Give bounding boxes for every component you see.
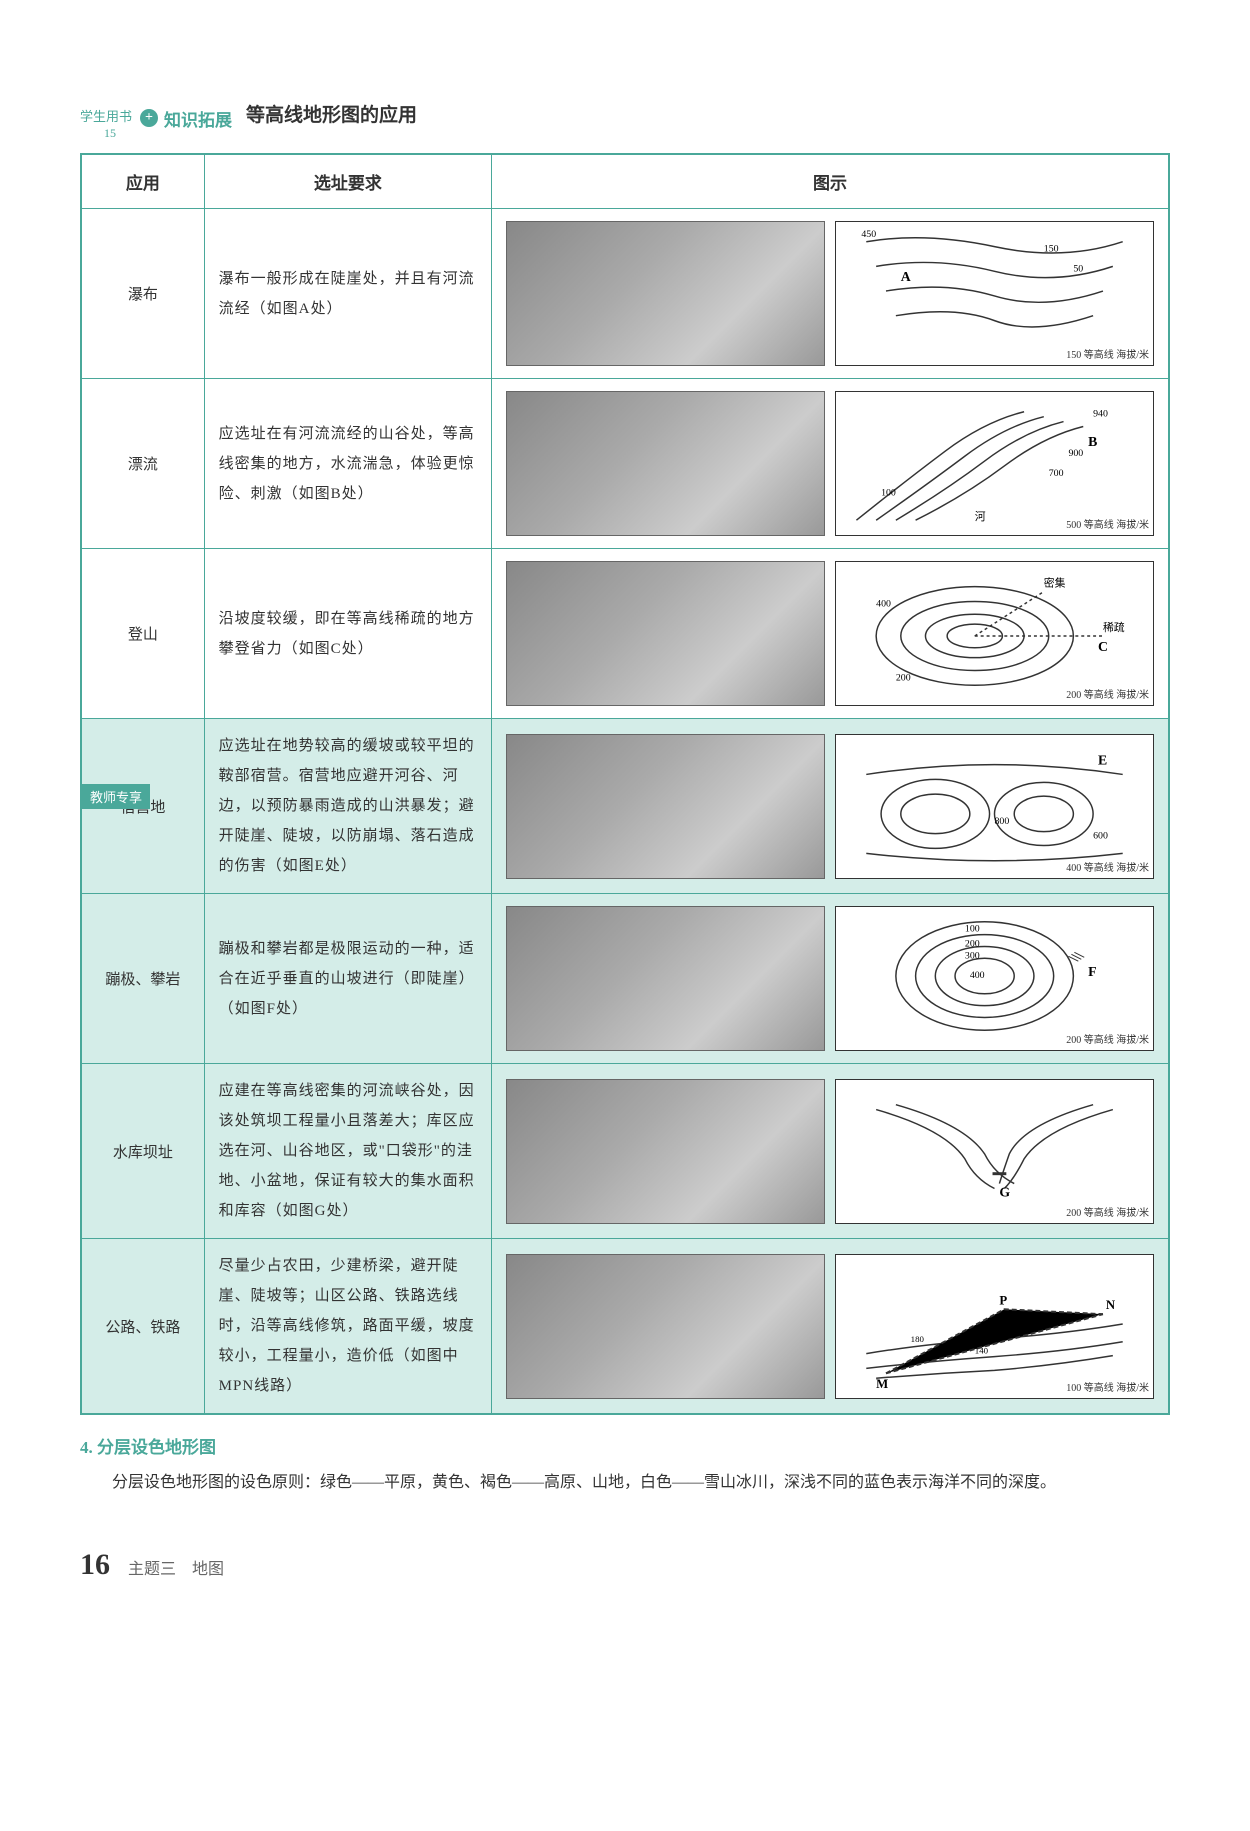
contour-diagram-mpn: M P N 180 140 100 等高线 海拔/米 [835,1254,1154,1399]
page-footer: 16 主题三 地图 [80,1548,1170,1582]
page-header: 学生用书 15 + 知识拓展 等高线地形图的应用 [80,100,1170,141]
application-cell: 教师专享 宿营地 [81,719,204,894]
contour-diagram-b: B 940 900 700 100 河 500 等高线 海拔/米 [835,391,1154,536]
svg-text:600: 600 [1093,830,1108,841]
col-header-application: 应用 [81,154,204,209]
table-row: 漂流 应选址在有河流流经的山谷处，等高线密集的地方，水流湍急，体验更惊险、刺激（… [81,379,1169,549]
photo-waterfall [506,221,825,366]
contour-note: 100 等高线 海拔/米 [1066,1379,1149,1394]
svg-text:B: B [1088,434,1097,449]
svg-text:50: 50 [1073,263,1083,274]
application-cell: 蹦极、攀岩 [81,894,204,1064]
diagram-cell: G 200 等高线 海拔/米 [492,1064,1169,1239]
diagram-cell: 密集 稀疏 C 400 200 200 等高线 海拔/米 [492,549,1169,719]
svg-text:450: 450 [861,229,876,240]
student-book-tag: 学生用书 15 [80,106,140,141]
svg-text:150: 150 [1044,244,1059,255]
contour-diagram-f: F 100 200 300 400 200 等高线 海拔/米 [835,906,1154,1051]
svg-text:940: 940 [1093,409,1108,420]
requirement-cell: 瀑布一般形成在陡崖处，并且有河流流经（如图A处） [204,209,491,379]
contour-note: 200 等高线 海拔/米 [1066,686,1149,701]
svg-text:200: 200 [896,672,911,683]
contour-diagram-g: G 200 等高线 海拔/米 [835,1079,1154,1224]
svg-text:密集: 密集 [1044,576,1066,590]
col-header-requirement: 选址要求 [204,154,491,209]
table-row-teacher: 蹦极、攀岩 蹦极和攀岩都是极限运动的一种，适合在近乎垂直的山坡进行（即陡崖）（如… [81,894,1169,1064]
section-label: 知识拓展 [164,106,232,131]
student-book-number: 15 [80,126,140,141]
table-row-teacher: 公路、铁路 尽量少占农田，少建桥梁，避开陡崖、陡坡等；山区公路、铁路选线时，沿等… [81,1239,1169,1415]
svg-text:180: 180 [911,1333,925,1343]
requirement-cell: 应建在等高线密集的河流峡谷处，因该处筑坝工程量小且落差大；库区应选在河、山谷地区… [204,1064,491,1239]
teacher-badge: 教师专享 [82,784,150,809]
photo-climbing [506,906,825,1051]
page-number: 16 [80,1548,110,1582]
svg-text:F: F [1088,964,1096,979]
requirement-cell: 应选址在地势较高的缓坡或较平坦的鞍部宿营。宿营地应避开河谷、河边，以预防暴雨造成… [204,719,491,894]
application-cell: 水库坝址 [81,1064,204,1239]
table-row: 登山 沿坡度较缓，即在等高线稀疏的地方攀登省力（如图C处） 密集 [81,549,1169,719]
photo-dam [506,1079,825,1224]
svg-text:P: P [999,1293,1007,1307]
diagram-cell: B 940 900 700 100 河 500 等高线 海拔/米 [492,379,1169,549]
contour-diagram-e: E 800 600 400 等高线 海拔/米 [835,734,1154,879]
section-tag: + 知识拓展 [140,106,232,131]
table-header-row: 应用 选址要求 图示 [81,154,1169,209]
requirement-cell: 沿坡度较缓，即在等高线稀疏的地方攀登省力（如图C处） [204,549,491,719]
application-cell: 公路、铁路 [81,1239,204,1415]
contour-application-table: 应用 选址要求 图示 瀑布 瀑布一般形成在陡崖处，并且有河流流经（如图A处） [80,153,1170,1415]
contour-note: 150 等高线 海拔/米 [1066,346,1149,361]
footer-topic: 主题三 地图 [128,1555,224,1579]
plus-icon: + [140,109,158,127]
svg-text:N: N [1106,1298,1116,1312]
svg-text:A: A [901,269,911,284]
svg-text:100: 100 [881,488,896,499]
svg-text:100: 100 [965,924,980,935]
svg-text:200: 200 [965,938,980,949]
svg-text:M: M [876,1377,888,1391]
svg-text:400: 400 [876,598,891,609]
contour-note: 200 等高线 海拔/米 [1066,1204,1149,1219]
svg-text:800: 800 [995,815,1010,826]
svg-text:700: 700 [1049,468,1064,479]
requirement-cell: 尽量少占农田，少建桥梁，避开陡崖、陡坡等；山区公路、铁路选线时，沿等高线修筑，路… [204,1239,491,1415]
svg-text:河: 河 [975,510,986,523]
requirement-cell: 应选址在有河流流经的山谷处，等高线密集的地方，水流湍急，体验更惊险、刺激（如图B… [204,379,491,549]
photo-hiking [506,561,825,706]
svg-text:900: 900 [1068,448,1083,459]
svg-text:G: G [999,1184,1010,1199]
photo-rafting [506,391,825,536]
body-paragraph: 分层设色地形图的设色原则：绿色——平原，黄色、褐色——高原、山地，白色——雪山冰… [80,1468,1170,1498]
contour-note: 500 等高线 海拔/米 [1066,516,1149,531]
diagram-cell: F 100 200 300 400 200 等高线 海拔/米 [492,894,1169,1064]
diagram-cell: E 800 600 400 等高线 海拔/米 [492,719,1169,894]
contour-note: 200 等高线 海拔/米 [1066,1031,1149,1046]
svg-text:400: 400 [970,970,985,981]
svg-text:E: E [1098,752,1107,767]
student-book-label: 学生用书 [80,109,132,124]
diagram-cell: A 450 150 50 150 等高线 海拔/米 [492,209,1169,379]
svg-text:140: 140 [975,1345,989,1355]
photo-camping [506,734,825,879]
table-row-teacher: 教师专享 宿营地 应选址在地势较高的缓坡或较平坦的鞍部宿营。宿营地应避开河谷、河… [81,719,1169,894]
table-row-teacher: 水库坝址 应建在等高线密集的河流峡谷处，因该处筑坝工程量小且落差大；库区应选在河… [81,1064,1169,1239]
svg-text:稀疏: 稀疏 [1103,620,1125,634]
svg-text:C: C [1098,639,1108,654]
requirement-cell: 蹦极和攀岩都是极限运动的一种，适合在近乎垂直的山坡进行（即陡崖）（如图F处） [204,894,491,1064]
page-title: 等高线地形图的应用 [246,100,417,127]
contour-diagram-a: A 450 150 50 150 等高线 海拔/米 [835,221,1154,366]
svg-text:300: 300 [965,950,980,961]
table-row: 瀑布 瀑布一般形成在陡崖处，并且有河流流经（如图A处） A 450 150 [81,209,1169,379]
contour-note: 400 等高线 海拔/米 [1066,859,1149,874]
col-header-diagram: 图示 [492,154,1169,209]
application-cell: 瀑布 [81,209,204,379]
application-cell: 登山 [81,549,204,719]
subsection-title: 4. 分层设色地形图 [80,1433,1170,1458]
contour-diagram-c: 密集 稀疏 C 400 200 200 等高线 海拔/米 [835,561,1154,706]
application-cell: 漂流 [81,379,204,549]
diagram-cell: M P N 180 140 100 等高线 海拔/米 [492,1239,1169,1415]
photo-highway [506,1254,825,1399]
